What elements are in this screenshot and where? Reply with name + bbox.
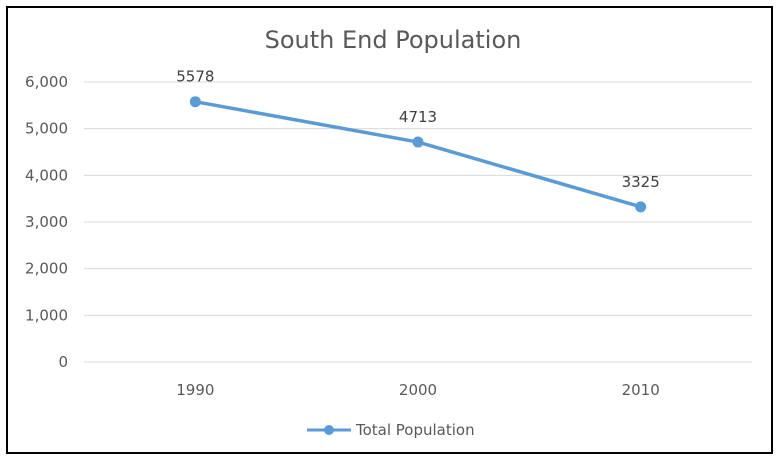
legend-entry-total-population: Total Population xyxy=(355,421,475,439)
x-tick-label-2000: 2000 xyxy=(399,381,437,399)
y-tick-label-6000: 6,000 xyxy=(25,73,68,91)
y-axis: 0 1,000 2,000 3,000 4,000 5,000 6,000 xyxy=(25,73,68,371)
y-tick-label-4000: 4,000 xyxy=(25,166,68,184)
legend: Total Population xyxy=(307,421,475,439)
y-tick-label-3000: 3,000 xyxy=(25,213,68,231)
x-axis: 1990 2000 2010 xyxy=(176,381,660,399)
y-tick-label-0: 0 xyxy=(58,353,68,371)
x-tick-label-1990: 1990 xyxy=(176,381,214,399)
series-total-population: 5578 4713 3325 xyxy=(176,68,660,213)
x-tick-label-2010: 2010 xyxy=(622,381,660,399)
data-point-1990 xyxy=(189,96,201,108)
data-label-1990: 5578 xyxy=(176,68,214,86)
data-label-2010: 3325 xyxy=(622,173,660,191)
y-tick-label-5000: 5,000 xyxy=(25,120,68,138)
chart-title: South End Population xyxy=(265,26,522,54)
legend-marker-swatch xyxy=(324,425,334,435)
y-tick-label-1000: 1,000 xyxy=(25,306,68,324)
data-label-2000: 4713 xyxy=(399,108,437,126)
gridlines xyxy=(84,81,752,363)
data-point-2010 xyxy=(635,201,647,213)
y-tick-label-2000: 2,000 xyxy=(25,260,68,278)
chart-frame xyxy=(6,6,773,454)
data-point-2000 xyxy=(412,136,424,148)
